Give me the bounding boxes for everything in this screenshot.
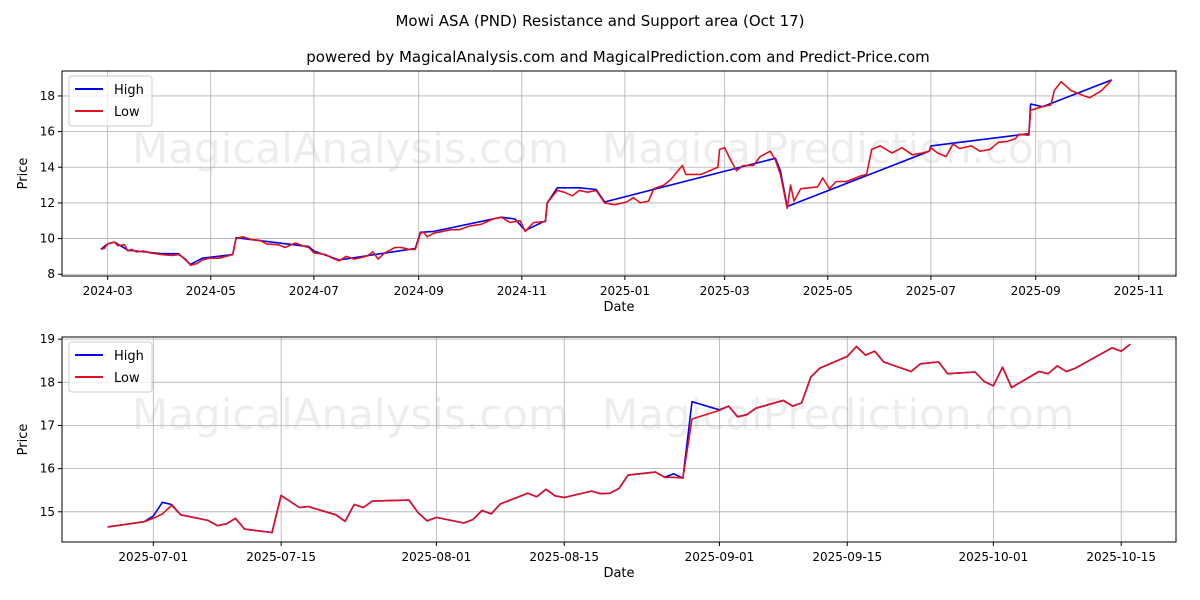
chart2-watermark-1: MagicalAnalysis.com [132, 390, 569, 439]
chart1-y-tick-label: 14 [40, 160, 55, 174]
chart1-x-axis-label: Date [603, 300, 634, 315]
chart2-legend-label-high: High [114, 349, 144, 364]
chart1-x-tick-label: 2024-03 [83, 284, 133, 298]
chart2-x-axis-label: Date [603, 566, 634, 581]
chart1-watermark-2: MagicalPrediction.com [602, 124, 1075, 173]
chart2-x-tick-label: 2025-07-15 [246, 550, 316, 564]
chart2-y-tick-label: 19 [40, 332, 55, 346]
chart2-x-tick-label: 2025-08-15 [529, 550, 599, 564]
chart2-x-tick-label: 2025-07-01 [118, 550, 188, 564]
chart1-y-tick-label: 18 [40, 89, 55, 103]
chart1-legend-label-high: High [114, 83, 144, 98]
chart2-x-tick-label: 2025-09-15 [812, 550, 882, 564]
chart2-legend-label-low: Low [114, 371, 140, 386]
chart2-x-tick-label: 2025-09-01 [685, 550, 755, 564]
chart2-y-tick-label: 16 [40, 462, 55, 476]
chart2-x-tick-label: 2025-10-15 [1086, 550, 1156, 564]
chart1-x-tick-label: 2025-09 [1011, 284, 1061, 298]
chart2-x-tick-label: 2025-10-01 [959, 550, 1029, 564]
chart1-x-tick-label: 2024-05 [186, 284, 236, 298]
chart1-y-axis-label: Price [16, 158, 31, 190]
chart2-plot-frame [61, 336, 1177, 543]
chart2-watermark-2: MagicalPrediction.com [602, 390, 1075, 439]
chart1-series-low-line [100, 79, 1113, 267]
chart1-x-tick-label: 2024-11 [497, 284, 547, 298]
chart1-y-tick-label: 12 [40, 196, 55, 210]
chart2-y-tick-label: 15 [40, 505, 55, 519]
chart1-x-tick-label: 2025-03 [700, 284, 750, 298]
chart2-y-axis-label: Price [16, 424, 31, 456]
chart1-x-tick-label: 2025-01 [600, 284, 650, 298]
chart1-x-tick-label: 2025-11 [1114, 284, 1164, 298]
chart2-y-tick-label: 18 [40, 375, 55, 389]
chart1-plot-frame [61, 70, 1177, 277]
chart2-y-tick-label: 17 [40, 418, 55, 432]
chart2-x-tick-label: 2025-08-01 [402, 550, 472, 564]
chart1-legend-label-low: Low [114, 105, 140, 120]
chart1-watermark-1: MagicalAnalysis.com [132, 124, 569, 173]
chart1-y-tick-label: 16 [40, 125, 55, 139]
chart1-y-tick-label: 8 [47, 267, 55, 281]
chart1-x-tick-label: 2025-05 [803, 284, 853, 298]
chart1-x-tick-label: 2024-07 [289, 284, 339, 298]
chart-subtitle: powered by MagicalAnalysis.com and Magic… [306, 48, 930, 66]
chart1-x-tick-label: 2024-09 [394, 284, 444, 298]
chart1-y-tick-label: 10 [40, 232, 55, 246]
chart1-x-tick-label: 2025-07 [906, 284, 956, 298]
chart-title: Mowi ASA (PND) Resistance and Support ar… [395, 12, 804, 30]
chart2-series-low-line [107, 343, 1131, 534]
